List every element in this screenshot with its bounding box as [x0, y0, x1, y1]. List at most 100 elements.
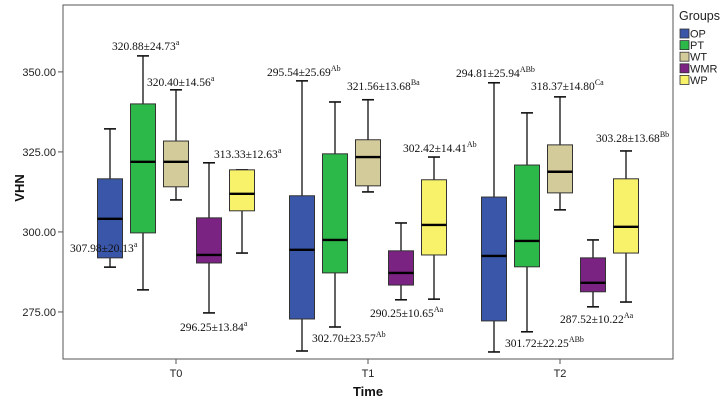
box-iqr — [580, 257, 606, 293]
annotation-label: 287.52±10.22Aa — [560, 311, 634, 326]
annotation-label: 302.42±14.41Ab — [403, 140, 477, 155]
legend-swatch-op — [679, 28, 690, 39]
annotation-value: 307.98±20.13 — [70, 243, 134, 255]
box-iqr — [322, 153, 348, 274]
x-tick-label: T0 — [170, 368, 183, 380]
x-axis-title: Time — [353, 384, 383, 399]
annotation-superscript: Ab — [467, 140, 477, 149]
annotation-value: 313.33±12.63 — [214, 149, 278, 161]
annotation-value: 302.70±23.57 — [312, 333, 376, 345]
x-tick-label: T1 — [362, 368, 375, 380]
annotation-superscript: Ba — [411, 78, 420, 87]
annotation-value: 290.25±10.65 — [370, 308, 434, 320]
annotation-label: 294.81±25.94ABb — [456, 65, 535, 80]
annotation-value: 295.54±25.69 — [267, 67, 331, 79]
annotation-superscript: ABb — [520, 65, 535, 74]
annotation-value: 294.81±25.94 — [456, 68, 520, 80]
annotation-superscript: Ab — [331, 64, 341, 73]
annotation-value: 296.25±13.84 — [180, 322, 244, 334]
annotation-superscript: Aa — [434, 305, 444, 314]
annotation-superscript: ABb — [569, 335, 584, 344]
box-iqr — [196, 217, 222, 264]
box-op-t2 — [481, 81, 507, 353]
legend-swatch-wmr — [679, 63, 690, 74]
box-iqr — [514, 164, 540, 268]
y-tick-label: 300.00 — [22, 227, 56, 239]
annotation-value: 301.72±22.25 — [505, 338, 569, 350]
annotation-value: 318.37±14.80 — [531, 81, 595, 93]
annotation-superscript: Bb — [660, 130, 669, 139]
annotation-label: 307.98±20.13a — [70, 240, 138, 255]
legend-swatch-wt — [679, 51, 690, 62]
legend-label-wmr: WMR — [690, 63, 718, 75]
annotation-value: 320.88±24.73 — [112, 41, 176, 53]
box-iqr — [421, 179, 447, 256]
legend-label-pt: PT — [690, 40, 704, 52]
annotation-value: 303.28±13.68 — [596, 133, 660, 145]
box-pt-t0 — [130, 55, 156, 291]
x-axis: T0 T1 T2 — [170, 359, 567, 380]
annotations: 307.98±20.13a320.88±24.73a320.40±14.56a2… — [70, 38, 669, 350]
annotation-superscript: Ca — [595, 78, 604, 87]
annotation-label: 321.56±13.68Ba — [347, 78, 420, 93]
annotation-value: 320.40±14.56 — [147, 77, 211, 89]
box-iqr — [613, 178, 639, 254]
legend-title: Groups — [679, 9, 720, 23]
annotation-superscript: a — [278, 146, 282, 155]
boxes — [97, 55, 639, 353]
box-wmr-t1 — [388, 222, 414, 301]
annotation-label: 320.40±14.56a — [147, 74, 215, 89]
box-pt-t1 — [322, 101, 348, 328]
box-pt-t2 — [514, 112, 540, 333]
box-iqr — [355, 139, 381, 187]
x-tick-label: T2 — [554, 368, 567, 380]
box-wp-t2 — [613, 150, 639, 303]
annotation-label: 320.88±24.73a — [112, 38, 180, 53]
y-axis: 275.00 300.00 325.00 350.00 — [22, 67, 63, 319]
box-iqr — [388, 250, 414, 286]
legend-label-wt: WT — [690, 52, 707, 64]
annotation-superscript: a — [211, 74, 215, 83]
y-tick-label: 275.00 — [22, 307, 56, 319]
annotation-superscript: a — [176, 38, 180, 47]
annotation-label: 318.37±14.80Ca — [531, 78, 604, 93]
legend-label-op: OP — [690, 29, 706, 41]
box-wmr-t0 — [196, 161, 222, 314]
y-axis-title: VHN — [12, 174, 27, 201]
annotation-value: 302.42±14.41 — [403, 143, 467, 155]
box-iqr — [289, 195, 315, 320]
legend-label-wp: WP — [690, 75, 708, 87]
box-op-t0 — [97, 128, 123, 268]
annotation-value: 287.52±10.22 — [560, 314, 624, 326]
box-wt-t1 — [355, 98, 381, 193]
legend-swatch-pt — [679, 40, 690, 50]
box-op-t1 — [289, 80, 315, 352]
annotation-label: 290.25±10.65Aa — [370, 305, 444, 320]
annotation-superscript: a — [244, 319, 248, 328]
box-iqr — [229, 169, 255, 212]
annotation-superscript: Aa — [624, 311, 634, 320]
annotation-label: 301.72±22.25ABb — [505, 335, 584, 350]
box-iqr — [547, 144, 573, 194]
annotation-label: 313.33±12.63a — [214, 146, 282, 161]
y-tick-label: 325.00 — [22, 147, 56, 159]
box-wt-t2 — [547, 96, 573, 211]
box-wmr-t2 — [580, 239, 606, 308]
annotation-label: 295.54±25.69Ab — [267, 64, 341, 79]
box-wp-t1 — [421, 156, 447, 300]
annotation-superscript: Ab — [376, 330, 386, 339]
annotation-value: 321.56±13.68 — [347, 81, 411, 93]
box-wp-t0 — [229, 169, 255, 254]
annotation-superscript: a — [134, 240, 138, 249]
box-iqr — [481, 196, 507, 322]
box-iqr — [130, 103, 156, 234]
annotation-label: 296.25±13.84a — [180, 319, 248, 334]
annotation-label: 303.28±13.68Bb — [596, 130, 669, 145]
legend-swatch-wp — [679, 75, 690, 85]
annotation-label: 302.70±23.57Ab — [312, 330, 386, 345]
y-tick-label: 350.00 — [22, 67, 56, 79]
box-wt-t0 — [163, 89, 189, 201]
box-iqr — [163, 140, 189, 188]
